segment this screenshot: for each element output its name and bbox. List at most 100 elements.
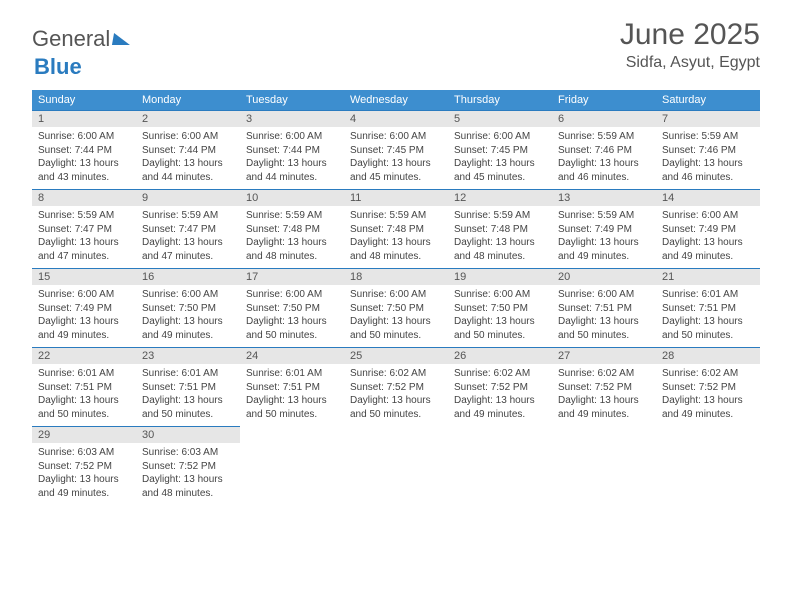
day-content: Sunrise: 5:59 AMSunset: 7:46 PMDaylight:… bbox=[552, 127, 656, 189]
day-cell: 14Sunrise: 6:00 AMSunset: 7:49 PMDayligh… bbox=[656, 189, 760, 268]
day-cell: 10Sunrise: 5:59 AMSunset: 7:48 PMDayligh… bbox=[240, 189, 344, 268]
calendar-table: SundayMondayTuesdayWednesdayThursdayFrid… bbox=[32, 90, 760, 505]
day-cell: 9Sunrise: 5:59 AMSunset: 7:47 PMDaylight… bbox=[136, 189, 240, 268]
day-cell: 29Sunrise: 6:03 AMSunset: 7:52 PMDayligh… bbox=[32, 426, 136, 505]
day-cell: 12Sunrise: 5:59 AMSunset: 7:48 PMDayligh… bbox=[448, 189, 552, 268]
day-cell: 23Sunrise: 6:01 AMSunset: 7:51 PMDayligh… bbox=[136, 347, 240, 426]
calendar-row: 1Sunrise: 6:00 AMSunset: 7:44 PMDaylight… bbox=[32, 110, 760, 189]
day-cell: 24Sunrise: 6:01 AMSunset: 7:51 PMDayligh… bbox=[240, 347, 344, 426]
weekday-header: Friday bbox=[552, 90, 656, 110]
day-content: Sunrise: 6:01 AMSunset: 7:51 PMDaylight:… bbox=[656, 285, 760, 347]
day-content: Sunrise: 6:00 AMSunset: 7:44 PMDaylight:… bbox=[136, 127, 240, 189]
day-number: 9 bbox=[136, 189, 240, 206]
day-number: 22 bbox=[32, 347, 136, 364]
calendar-row: 8Sunrise: 5:59 AMSunset: 7:47 PMDaylight… bbox=[32, 189, 760, 268]
day-cell: 30Sunrise: 6:03 AMSunset: 7:52 PMDayligh… bbox=[136, 426, 240, 505]
day-number: 25 bbox=[344, 347, 448, 364]
day-number: 29 bbox=[32, 426, 136, 443]
day-content: Sunrise: 6:03 AMSunset: 7:52 PMDaylight:… bbox=[136, 443, 240, 505]
day-cell: 2Sunrise: 6:00 AMSunset: 7:44 PMDaylight… bbox=[136, 110, 240, 189]
title-block: June 2025 Sidfa, Asyut, Egypt bbox=[620, 18, 760, 72]
day-number: 7 bbox=[656, 110, 760, 127]
calendar-body: 1Sunrise: 6:00 AMSunset: 7:44 PMDaylight… bbox=[32, 110, 760, 505]
day-content: Sunrise: 6:00 AMSunset: 7:44 PMDaylight:… bbox=[240, 127, 344, 189]
weekday-header: Monday bbox=[136, 90, 240, 110]
empty-cell bbox=[240, 426, 344, 505]
day-content: Sunrise: 5:59 AMSunset: 7:47 PMDaylight:… bbox=[136, 206, 240, 268]
empty-cell bbox=[552, 426, 656, 505]
day-number: 13 bbox=[552, 189, 656, 206]
day-number: 24 bbox=[240, 347, 344, 364]
day-content: Sunrise: 5:59 AMSunset: 7:46 PMDaylight:… bbox=[656, 127, 760, 189]
day-content: Sunrise: 6:02 AMSunset: 7:52 PMDaylight:… bbox=[656, 364, 760, 426]
day-number: 26 bbox=[448, 347, 552, 364]
day-content: Sunrise: 6:01 AMSunset: 7:51 PMDaylight:… bbox=[32, 364, 136, 426]
day-number: 1 bbox=[32, 110, 136, 127]
day-cell: 25Sunrise: 6:02 AMSunset: 7:52 PMDayligh… bbox=[344, 347, 448, 426]
day-cell: 3Sunrise: 6:00 AMSunset: 7:44 PMDaylight… bbox=[240, 110, 344, 189]
day-number: 2 bbox=[136, 110, 240, 127]
day-content: Sunrise: 6:00 AMSunset: 7:50 PMDaylight:… bbox=[136, 285, 240, 347]
day-content: Sunrise: 6:00 AMSunset: 7:45 PMDaylight:… bbox=[448, 127, 552, 189]
day-cell: 17Sunrise: 6:00 AMSunset: 7:50 PMDayligh… bbox=[240, 268, 344, 347]
day-number: 11 bbox=[344, 189, 448, 206]
day-cell: 20Sunrise: 6:00 AMSunset: 7:51 PMDayligh… bbox=[552, 268, 656, 347]
day-cell: 6Sunrise: 5:59 AMSunset: 7:46 PMDaylight… bbox=[552, 110, 656, 189]
location: Sidfa, Asyut, Egypt bbox=[620, 54, 760, 72]
day-cell: 22Sunrise: 6:01 AMSunset: 7:51 PMDayligh… bbox=[32, 347, 136, 426]
day-content: Sunrise: 6:00 AMSunset: 7:50 PMDaylight:… bbox=[448, 285, 552, 347]
day-cell: 18Sunrise: 6:00 AMSunset: 7:50 PMDayligh… bbox=[344, 268, 448, 347]
day-content: Sunrise: 6:00 AMSunset: 7:50 PMDaylight:… bbox=[344, 285, 448, 347]
day-content: Sunrise: 6:00 AMSunset: 7:50 PMDaylight:… bbox=[240, 285, 344, 347]
day-cell: 26Sunrise: 6:02 AMSunset: 7:52 PMDayligh… bbox=[448, 347, 552, 426]
day-content: Sunrise: 6:02 AMSunset: 7:52 PMDaylight:… bbox=[448, 364, 552, 426]
calendar-row: 15Sunrise: 6:00 AMSunset: 7:49 PMDayligh… bbox=[32, 268, 760, 347]
day-content: Sunrise: 5:59 AMSunset: 7:49 PMDaylight:… bbox=[552, 206, 656, 268]
day-number: 16 bbox=[136, 268, 240, 285]
day-content: Sunrise: 6:02 AMSunset: 7:52 PMDaylight:… bbox=[552, 364, 656, 426]
day-number: 14 bbox=[656, 189, 760, 206]
day-number: 18 bbox=[344, 268, 448, 285]
logo: General bbox=[32, 18, 131, 52]
weekday-header: Wednesday bbox=[344, 90, 448, 110]
day-content: Sunrise: 6:00 AMSunset: 7:51 PMDaylight:… bbox=[552, 285, 656, 347]
day-cell: 27Sunrise: 6:02 AMSunset: 7:52 PMDayligh… bbox=[552, 347, 656, 426]
day-content: Sunrise: 6:01 AMSunset: 7:51 PMDaylight:… bbox=[240, 364, 344, 426]
day-cell: 28Sunrise: 6:02 AMSunset: 7:52 PMDayligh… bbox=[656, 347, 760, 426]
day-number: 15 bbox=[32, 268, 136, 285]
day-content: Sunrise: 5:59 AMSunset: 7:47 PMDaylight:… bbox=[32, 206, 136, 268]
day-number: 4 bbox=[344, 110, 448, 127]
calendar-row: 22Sunrise: 6:01 AMSunset: 7:51 PMDayligh… bbox=[32, 347, 760, 426]
day-number: 5 bbox=[448, 110, 552, 127]
day-number: 21 bbox=[656, 268, 760, 285]
day-cell: 4Sunrise: 6:00 AMSunset: 7:45 PMDaylight… bbox=[344, 110, 448, 189]
day-content: Sunrise: 6:01 AMSunset: 7:51 PMDaylight:… bbox=[136, 364, 240, 426]
day-number: 6 bbox=[552, 110, 656, 127]
day-number: 10 bbox=[240, 189, 344, 206]
day-number: 30 bbox=[136, 426, 240, 443]
empty-cell bbox=[344, 426, 448, 505]
day-cell: 15Sunrise: 6:00 AMSunset: 7:49 PMDayligh… bbox=[32, 268, 136, 347]
day-number: 27 bbox=[552, 347, 656, 364]
day-content: Sunrise: 5:59 AMSunset: 7:48 PMDaylight:… bbox=[344, 206, 448, 268]
day-number: 8 bbox=[32, 189, 136, 206]
logo-triangle-icon bbox=[112, 33, 132, 45]
day-cell: 7Sunrise: 5:59 AMSunset: 7:46 PMDaylight… bbox=[656, 110, 760, 189]
day-number: 12 bbox=[448, 189, 552, 206]
weekday-header: Sunday bbox=[32, 90, 136, 110]
day-cell: 11Sunrise: 5:59 AMSunset: 7:48 PMDayligh… bbox=[344, 189, 448, 268]
day-cell: 5Sunrise: 6:00 AMSunset: 7:45 PMDaylight… bbox=[448, 110, 552, 189]
day-content: Sunrise: 6:03 AMSunset: 7:52 PMDaylight:… bbox=[32, 443, 136, 505]
weekday-header: Saturday bbox=[656, 90, 760, 110]
day-content: Sunrise: 6:00 AMSunset: 7:49 PMDaylight:… bbox=[32, 285, 136, 347]
day-number: 19 bbox=[448, 268, 552, 285]
empty-cell bbox=[448, 426, 552, 505]
day-number: 3 bbox=[240, 110, 344, 127]
day-number: 20 bbox=[552, 268, 656, 285]
day-cell: 1Sunrise: 6:00 AMSunset: 7:44 PMDaylight… bbox=[32, 110, 136, 189]
page-title: June 2025 bbox=[620, 18, 760, 52]
day-number: 28 bbox=[656, 347, 760, 364]
day-content: Sunrise: 6:00 AMSunset: 7:44 PMDaylight:… bbox=[32, 127, 136, 189]
weekday-header: Tuesday bbox=[240, 90, 344, 110]
day-cell: 13Sunrise: 5:59 AMSunset: 7:49 PMDayligh… bbox=[552, 189, 656, 268]
